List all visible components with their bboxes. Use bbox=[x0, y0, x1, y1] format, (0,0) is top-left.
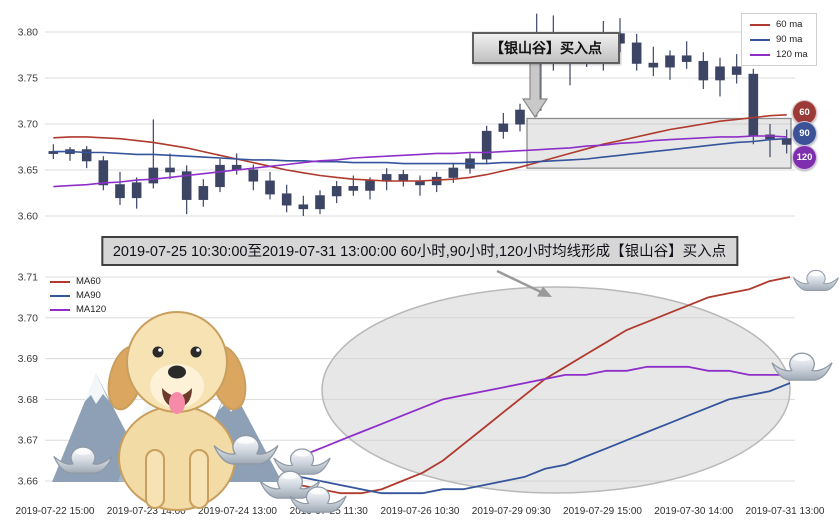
silver-ingot bbox=[793, 269, 839, 292]
legend-line-swatch bbox=[50, 294, 70, 297]
legend-item: MA60 bbox=[50, 276, 106, 287]
bottom-y-tick-label: 3.70 bbox=[18, 312, 39, 324]
summary-banner-text: 2019-07-25 10:30:00至2019-07-31 13:00:00 … bbox=[112, 244, 727, 260]
legend-line-swatch bbox=[50, 280, 70, 283]
silver-ingot bbox=[53, 446, 113, 474]
bottom-y-tick-label: 3.67 bbox=[18, 435, 39, 447]
crossover-highlight-ellipse bbox=[321, 286, 791, 494]
bottom-chart-legend: MA60 MA90 MA120 bbox=[50, 276, 106, 315]
legend-label: 60 ma bbox=[776, 19, 803, 30]
legend-label: MA90 bbox=[76, 290, 101, 301]
x-axis-tick-label: 2019-07-22 15:00 bbox=[16, 506, 95, 517]
candle-body bbox=[248, 169, 259, 182]
candle-body bbox=[448, 167, 459, 178]
legend-line-swatch bbox=[750, 53, 770, 56]
top-ma-line-60ma bbox=[53, 114, 787, 182]
legend-item: 120 ma bbox=[750, 49, 808, 60]
bottom-y-tick-label: 3.66 bbox=[18, 476, 39, 488]
candle-body bbox=[498, 123, 509, 132]
silver-ingot bbox=[273, 448, 331, 475]
candle-body bbox=[315, 195, 325, 210]
bottom-y-tick-label: 3.68 bbox=[18, 394, 39, 406]
silver-ingot bbox=[213, 434, 279, 465]
candle-body bbox=[131, 182, 142, 199]
candle-body bbox=[648, 62, 659, 68]
candle-body bbox=[348, 186, 359, 191]
candle-body bbox=[748, 73, 759, 136]
candle-body bbox=[631, 42, 642, 64]
candle-body bbox=[481, 130, 492, 160]
silver-ingot bbox=[259, 470, 321, 499]
x-axis-tick-label: 2019-07-26 10:30 bbox=[381, 506, 460, 517]
legend-item: 60 ma bbox=[750, 19, 808, 30]
candle-body bbox=[215, 164, 225, 188]
summary-banner: 2019-07-25 10:30:00至2019-07-31 13:00:00 … bbox=[100, 236, 739, 266]
x-axis-tick-label: 2019-07-29 09:30 bbox=[472, 506, 551, 517]
legend-item: 90 ma bbox=[750, 34, 808, 45]
banner-arrow-head bbox=[537, 286, 552, 297]
candle-body bbox=[98, 160, 109, 186]
ma-badge-120: 120 bbox=[792, 145, 817, 170]
candle-body bbox=[665, 55, 675, 68]
x-axis-tick-label: 2019-07-24 13:00 bbox=[198, 506, 277, 517]
candle-body bbox=[181, 171, 192, 200]
top-y-tick-label: 3.75 bbox=[18, 73, 39, 85]
candle-body bbox=[398, 174, 409, 182]
bottom-y-tick-label: 3.69 bbox=[18, 353, 39, 365]
down-arrow bbox=[521, 59, 549, 119]
candle-body bbox=[715, 66, 725, 81]
candle-body bbox=[698, 60, 709, 81]
dog-cartoon bbox=[107, 311, 247, 511]
legend-item: MA120 bbox=[50, 304, 106, 315]
candle-body bbox=[731, 66, 742, 75]
legend-item: MA90 bbox=[50, 290, 106, 301]
top-ma-line-120ma bbox=[53, 135, 787, 188]
silver-ingot bbox=[771, 352, 833, 381]
candle-body bbox=[148, 167, 159, 184]
legend-label: 90 ma bbox=[776, 34, 803, 45]
ma-badge-90: 90 bbox=[792, 121, 817, 146]
legend-line-swatch bbox=[50, 308, 70, 311]
candle-body bbox=[298, 204, 309, 210]
top-y-tick-label: 3.70 bbox=[18, 119, 39, 131]
top-y-tick-label: 3.60 bbox=[18, 211, 39, 223]
candle-body bbox=[365, 180, 375, 191]
top-ma-line-90ma bbox=[53, 137, 787, 165]
candle-body bbox=[265, 180, 275, 195]
legend-label: 120 ma bbox=[776, 49, 808, 60]
candle-body bbox=[198, 186, 209, 200]
top-chart-legend: 60 ma 90 ma 120 ma bbox=[741, 13, 817, 66]
x-axis-tick-label: 2019-07-31 13:00 bbox=[746, 506, 825, 517]
candle-body bbox=[81, 149, 92, 162]
banner-arrow-shaft bbox=[496, 269, 542, 294]
candle-body bbox=[681, 55, 692, 62]
ma-badge-60: 60 bbox=[792, 100, 817, 125]
bottom-y-tick-label: 3.71 bbox=[18, 272, 39, 284]
legend-line-swatch bbox=[750, 38, 770, 41]
x-axis-tick-label: 2019-07-29 15:00 bbox=[563, 506, 642, 517]
silver-ingot bbox=[289, 486, 347, 513]
top-y-tick-label: 3.65 bbox=[18, 165, 39, 177]
silver-valley-highlight-box bbox=[526, 117, 792, 169]
legend-label: MA120 bbox=[76, 304, 107, 315]
x-axis-tick-label: 2019-07-30 14:00 bbox=[654, 506, 733, 517]
legend-line-swatch bbox=[750, 23, 770, 26]
buy-point-annotation-box: 【银山谷】买入点 bbox=[472, 32, 620, 64]
x-axis-tick-label: 2019-07-23 14:00 bbox=[107, 506, 186, 517]
bottom-ma-line-MA120 bbox=[299, 365, 790, 458]
top-y-tick-label: 3.80 bbox=[18, 27, 39, 39]
candle-body bbox=[515, 109, 525, 125]
buy-point-annotation-label: 【银山谷】买入点 bbox=[490, 40, 602, 56]
bottom-ma-line-MA90 bbox=[299, 382, 791, 495]
candle-body bbox=[281, 193, 292, 206]
candle-body bbox=[165, 167, 175, 173]
candle-body bbox=[331, 186, 342, 197]
legend-label: MA60 bbox=[76, 276, 101, 287]
candle-body bbox=[115, 184, 125, 199]
